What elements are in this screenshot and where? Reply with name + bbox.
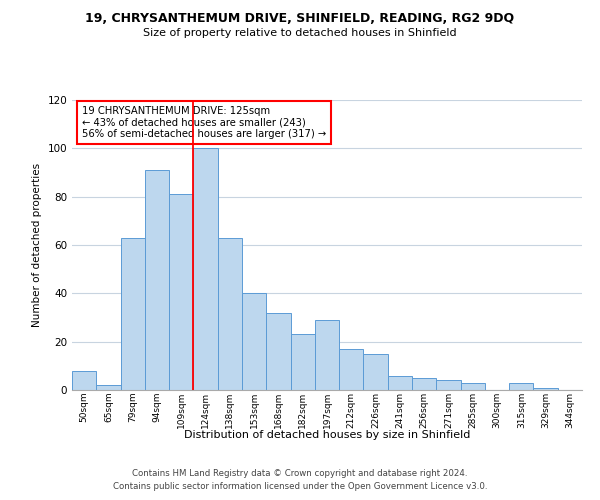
Bar xyxy=(193,148,218,390)
Y-axis label: Number of detached properties: Number of detached properties xyxy=(32,163,42,327)
Text: Size of property relative to detached houses in Shinfield: Size of property relative to detached ho… xyxy=(143,28,457,38)
Bar xyxy=(533,388,558,390)
Bar xyxy=(412,378,436,390)
Bar xyxy=(121,238,145,390)
Bar xyxy=(461,383,485,390)
Bar xyxy=(315,320,339,390)
Bar xyxy=(145,170,169,390)
Bar xyxy=(339,349,364,390)
Bar xyxy=(290,334,315,390)
Text: Contains public sector information licensed under the Open Government Licence v3: Contains public sector information licen… xyxy=(113,482,487,491)
Bar xyxy=(218,238,242,390)
Bar xyxy=(436,380,461,390)
Bar xyxy=(72,370,96,390)
Text: 19, CHRYSANTHEMUM DRIVE, SHINFIELD, READING, RG2 9DQ: 19, CHRYSANTHEMUM DRIVE, SHINFIELD, READ… xyxy=(85,12,515,26)
Bar xyxy=(266,312,290,390)
Bar xyxy=(242,294,266,390)
Text: 19 CHRYSANTHEMUM DRIVE: 125sqm
← 43% of detached houses are smaller (243)
56% of: 19 CHRYSANTHEMUM DRIVE: 125sqm ← 43% of … xyxy=(82,106,326,139)
Text: Distribution of detached houses by size in Shinfield: Distribution of detached houses by size … xyxy=(184,430,470,440)
Bar xyxy=(388,376,412,390)
Text: Contains HM Land Registry data © Crown copyright and database right 2024.: Contains HM Land Registry data © Crown c… xyxy=(132,468,468,477)
Bar xyxy=(509,383,533,390)
Bar xyxy=(364,354,388,390)
Bar xyxy=(96,385,121,390)
Bar xyxy=(169,194,193,390)
